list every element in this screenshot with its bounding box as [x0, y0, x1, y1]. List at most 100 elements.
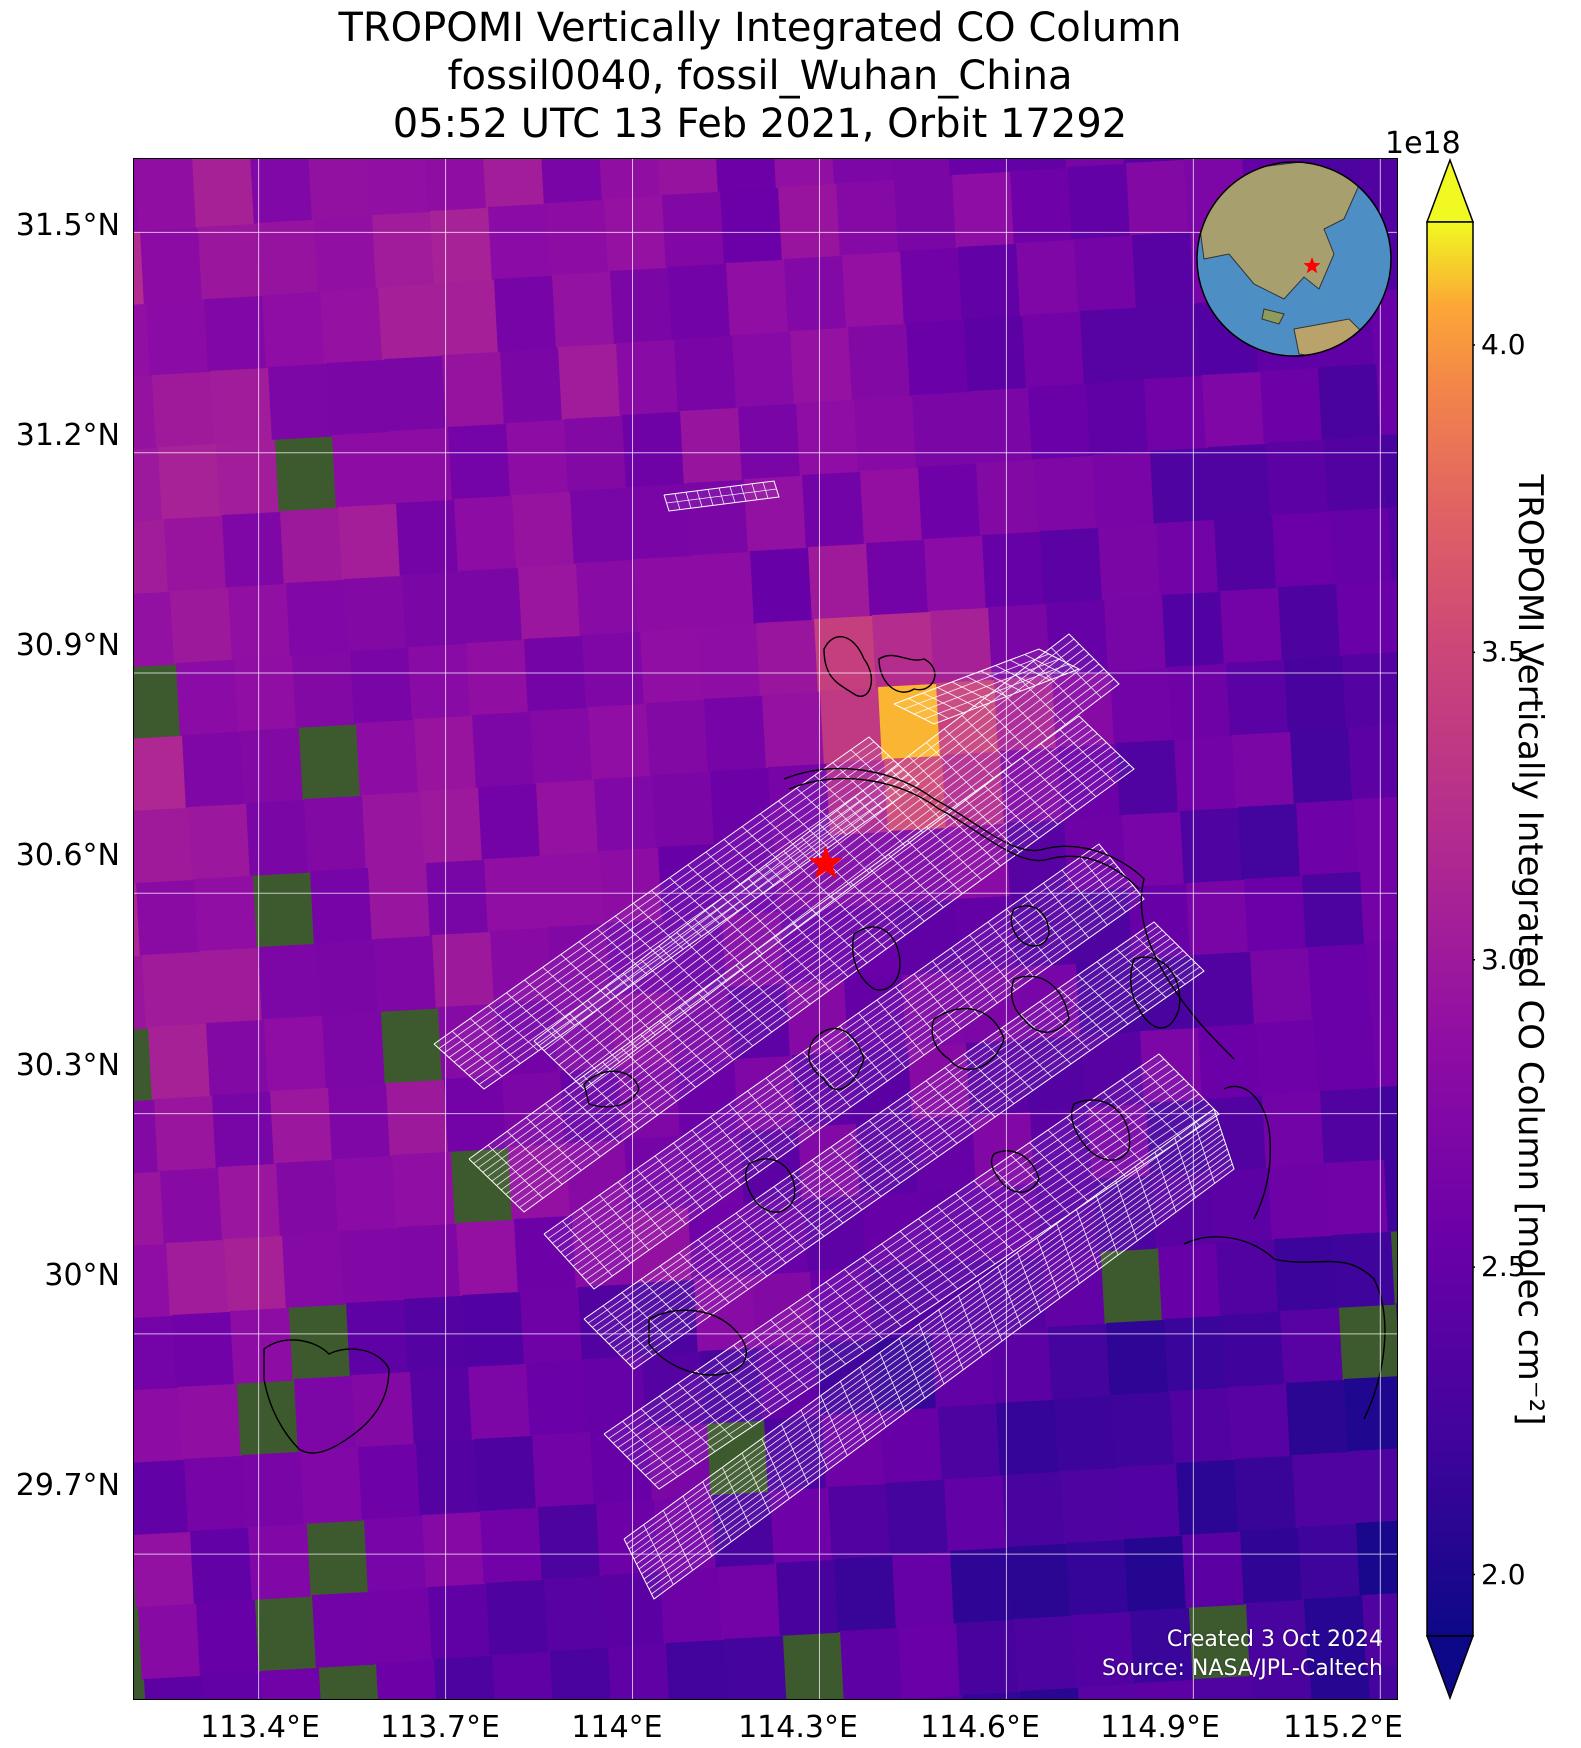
outline-path: [788, 777, 1140, 890]
co-pixel: [316, 939, 379, 1016]
co-pixel: [1002, 1471, 1065, 1548]
lat-lon-gridlines: [134, 159, 1397, 1699]
co-pixel: [1244, 875, 1307, 952]
co-pixel: [500, 347, 563, 424]
map-panel[interactable]: Created 3 Oct 2024 Source: NASA/JPL-Calt…: [133, 158, 1398, 1700]
co-pixel: [836, 179, 899, 256]
co-pixel: [582, 631, 645, 708]
co-pixel: [1085, 379, 1149, 456]
co-pixel: [1132, 231, 1195, 308]
co-pixel: [490, 927, 553, 1004]
target-grid-line: [443, 746, 880, 1054]
colorbar-tick-label: 4.0: [1481, 327, 1526, 361]
co-pixel: [877, 683, 941, 760]
co-pixel: [328, 1083, 391, 1160]
co-pixel: [462, 1291, 525, 1368]
co-pixel: [999, 747, 1063, 824]
co-pixel: [1042, 1251, 1105, 1328]
co-pixel: [963, 315, 1027, 392]
co-pixel: [601, 1571, 665, 1648]
target-grid-line: [473, 720, 1084, 1164]
co-pixel: [134, 1243, 171, 1320]
lon-tick-label: 114.6°E: [920, 1710, 1040, 1745]
colorbar: [1425, 158, 1475, 1700]
co-pixel: [320, 287, 383, 364]
co-pixel: [378, 283, 441, 360]
outline-path: [1183, 1236, 1386, 1420]
co-pixel: [744, 475, 807, 552]
co-pixel: [239, 727, 303, 804]
co-pixel: [276, 1159, 339, 1236]
lat-tick-label: 30.6°N: [15, 838, 120, 873]
co-pixel: [410, 1367, 473, 1444]
co-pixel: [820, 687, 883, 764]
lon-tick-label: 114.9°E: [1100, 1710, 1220, 1745]
co-pixel: [1204, 1095, 1267, 1172]
target-grid-line: [654, 1108, 1215, 1485]
co-pixel: [374, 935, 437, 1012]
co-pixel: [211, 1091, 275, 1168]
co-pixel: [1072, 1611, 1135, 1688]
lon-tick-label: 115.2°E: [1283, 1710, 1403, 1745]
co-pixel: [1284, 655, 1347, 732]
co-pixel: [218, 1163, 281, 1240]
co-pixel: [892, 1551, 955, 1628]
co-pixel: [822, 1411, 885, 1488]
target-grid-line: [638, 1138, 1225, 1570]
co-pixel: [202, 1671, 265, 1699]
co-pixel: [304, 795, 367, 872]
target-grid-line: [631, 1083, 1190, 1462]
co-pixel: [1219, 587, 1283, 664]
outline-path: [852, 926, 901, 991]
co-pixel: [392, 1151, 455, 1228]
outline-path: [878, 654, 936, 693]
co-pixel: [988, 603, 1051, 680]
co-pixel: [268, 363, 331, 440]
co-pixel: [1214, 515, 1277, 592]
outline-path: [263, 1339, 390, 1454]
target-grid-line: [608, 946, 1180, 1345]
co-pixel: [1036, 1179, 1099, 1256]
target-grid-line: [592, 929, 1163, 1328]
co-pixel: [880, 1407, 943, 1484]
co-pixel: [1150, 447, 1213, 524]
co-pixel: [578, 1283, 641, 1360]
co-pixel: [668, 263, 731, 340]
co-pixel: [1291, 1451, 1355, 1528]
co-pixel: [456, 1219, 519, 1296]
lat-tick-label: 29.7°N: [15, 1468, 120, 1503]
target-grid-line: [585, 889, 1137, 1281]
target-grid-line: [491, 737, 1103, 1182]
target-grid-line: [625, 962, 1196, 1361]
co-pixel: [704, 695, 767, 772]
co-pixel: [576, 559, 639, 636]
co-pixel: [1304, 1595, 1367, 1672]
co-pixel: [958, 243, 1021, 320]
co-pixel: [1106, 1319, 1169, 1396]
co-pixel: [854, 395, 917, 472]
co-pixel: [571, 1211, 635, 1288]
target-grid-line: [629, 966, 1201, 1366]
co-pixel: [326, 359, 389, 436]
co-pixel: [837, 903, 901, 980]
co-pixel: [1008, 1543, 1071, 1620]
map-canvas[interactable]: [134, 159, 1398, 1700]
co-pixel: [338, 503, 401, 580]
co-pixel: [698, 623, 761, 700]
co-pixel: [770, 1487, 833, 1564]
co-pixel: [540, 159, 603, 204]
co-pixel: [847, 323, 911, 400]
co-pixel: [676, 1059, 739, 1136]
co-pixel: [1313, 1015, 1377, 1092]
target-grid-line: [636, 1133, 1223, 1565]
co-pixel: [346, 1299, 409, 1376]
co-pixel: [584, 1355, 647, 1432]
co-pixel: [546, 199, 609, 276]
co-pixel: [950, 1547, 1013, 1624]
target-grid-line: [651, 1163, 1233, 1595]
co-pixel: [164, 515, 227, 592]
co-pixel: [548, 923, 611, 1000]
co-pixel: [633, 555, 697, 632]
co-pixel: [352, 1371, 415, 1448]
co-pixel: [778, 183, 841, 260]
